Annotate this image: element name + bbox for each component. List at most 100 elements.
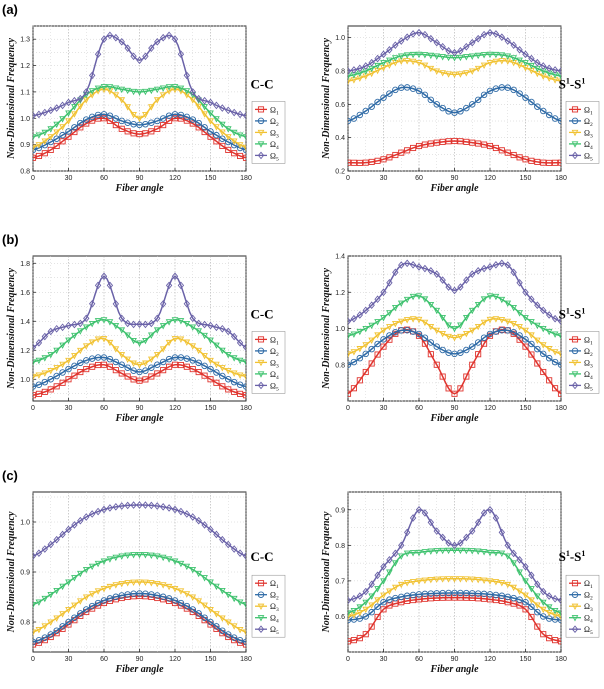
data-point: [492, 514, 500, 522]
data-point: [112, 582, 120, 589]
data-point: [545, 354, 553, 362]
data-point: [33, 629, 37, 636]
x-tick-label: 120: [169, 405, 181, 412]
data-point: [257, 117, 265, 125]
data-point: [492, 30, 500, 38]
data-point: [486, 51, 494, 59]
data-point: [177, 85, 185, 92]
data-point: [427, 52, 435, 60]
data-point: [207, 128, 214, 135]
data-point: [112, 323, 120, 330]
data-point: [391, 305, 399, 312]
legend-entry: Ω2: [584, 347, 593, 358]
data-point: [171, 505, 179, 514]
data-point: [510, 86, 517, 94]
data-point: [486, 293, 494, 300]
y-tick-label: 0.8: [20, 620, 30, 627]
data-point: [368, 580, 375, 589]
data-point: [528, 157, 535, 164]
data-point: [59, 101, 66, 110]
data-point: [189, 366, 196, 373]
x-tick-label: 180: [240, 405, 252, 412]
data-point: [386, 46, 393, 54]
data-point: [189, 343, 197, 350]
data-point: [392, 41, 399, 49]
data-point: [380, 288, 387, 297]
data-point: [348, 117, 352, 125]
data-point: [510, 584, 518, 592]
data-point: [571, 347, 579, 355]
data-point: [546, 635, 553, 642]
x-axis-label: Fiber angle: [429, 183, 479, 194]
data-point: [165, 112, 173, 119]
data-point: [65, 365, 72, 373]
data-point: [480, 52, 488, 59]
data-point: [356, 111, 364, 119]
legend-entry: Ω2: [270, 347, 279, 358]
data-point: [516, 90, 523, 97]
data-point: [498, 592, 506, 600]
data-point: [397, 53, 405, 60]
data-point: [433, 594, 440, 602]
data-point: [486, 142, 494, 150]
data-point: [47, 327, 54, 336]
data-point: [77, 359, 84, 367]
data-point: [230, 108, 238, 117]
data-point: [492, 316, 500, 323]
data-point: [392, 268, 399, 277]
data-point: [427, 518, 435, 527]
data-point: [469, 361, 476, 368]
series-5: [348, 259, 561, 326]
data-point: [257, 381, 265, 390]
data-point: [571, 603, 579, 611]
x-tick-label: 0: [346, 405, 350, 412]
data-point: [142, 367, 149, 374]
data-point: [545, 328, 553, 336]
data-point: [47, 126, 55, 133]
data-point: [469, 139, 476, 146]
series-line: [348, 329, 561, 366]
data-point: [124, 364, 131, 371]
series-line: [33, 356, 246, 388]
data-point: [201, 124, 208, 131]
data-point: [165, 84, 173, 91]
series-2: [348, 84, 561, 125]
data-point: [439, 331, 447, 338]
data-point: [462, 70, 470, 77]
data-point: [522, 315, 529, 322]
data-point: [213, 379, 220, 386]
data-point: [71, 575, 78, 582]
data-point: [439, 276, 446, 284]
x-tick-label: 30: [65, 656, 73, 663]
data-point: [35, 549, 43, 557]
data-point: [504, 541, 511, 550]
y-axis-label: Non-Dimensional Frequency: [321, 511, 332, 633]
data-point: [76, 570, 84, 578]
data-point: [522, 562, 529, 571]
data-point: [374, 62, 381, 70]
data-point: [380, 156, 387, 163]
data-point: [539, 325, 547, 333]
data-point: [374, 54, 381, 63]
data-point: [362, 62, 369, 70]
data-point: [492, 51, 500, 59]
x-tick-label: 60: [415, 656, 423, 663]
data-point: [88, 88, 96, 95]
data-point: [65, 618, 72, 626]
data-point: [77, 119, 84, 127]
x-tick-label: 90: [451, 656, 459, 663]
data-point: [451, 335, 458, 342]
data-point: [195, 103, 203, 111]
data-point: [159, 33, 167, 42]
data-point: [41, 634, 49, 641]
y-tick-label: 1.4: [20, 319, 30, 326]
data-point: [112, 503, 120, 511]
data-point: [33, 383, 37, 390]
data-point: [457, 71, 464, 78]
data-point: [386, 310, 393, 317]
data-point: [100, 361, 108, 368]
data-point: [124, 501, 131, 510]
data-point: [41, 129, 49, 137]
data-point: [71, 602, 78, 610]
data-point: [356, 635, 363, 642]
